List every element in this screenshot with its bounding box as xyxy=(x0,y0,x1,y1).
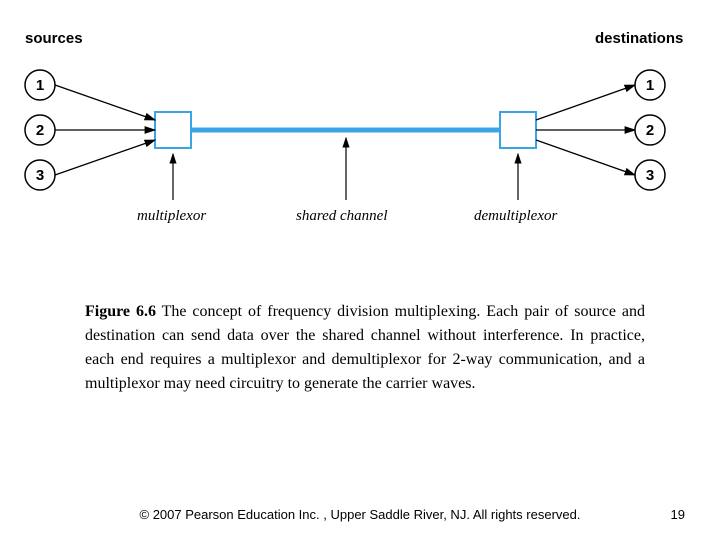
svg-text:2: 2 xyxy=(36,122,44,139)
diagram-area: sources destinations 123123 multiplexor … xyxy=(0,30,720,280)
annotation-demultiplexor: demultiplexor xyxy=(474,208,557,225)
figure-caption: Figure 6.6 The concept of frequency divi… xyxy=(85,300,645,396)
multiplexing-diagram: 1 2 3 1 2 3 xyxy=(0,30,720,280)
svg-text:1: 1 xyxy=(646,77,654,94)
footer-copyright: © 2007 Pearson Education Inc. , Upper Sa… xyxy=(0,507,720,522)
annotation-shared-channel: shared channel xyxy=(296,208,388,225)
svg-text:1: 1 xyxy=(36,77,44,94)
page-number: 19 xyxy=(671,507,685,522)
annotation-multiplexor: multiplexor xyxy=(137,208,206,225)
svg-text:2: 2 xyxy=(646,122,654,139)
svg-text:3: 3 xyxy=(646,167,654,184)
caption-body: The concept of frequency division multip… xyxy=(85,303,645,392)
svg-text:3: 3 xyxy=(36,167,44,184)
caption-lead: Figure 6.6 xyxy=(85,303,156,320)
